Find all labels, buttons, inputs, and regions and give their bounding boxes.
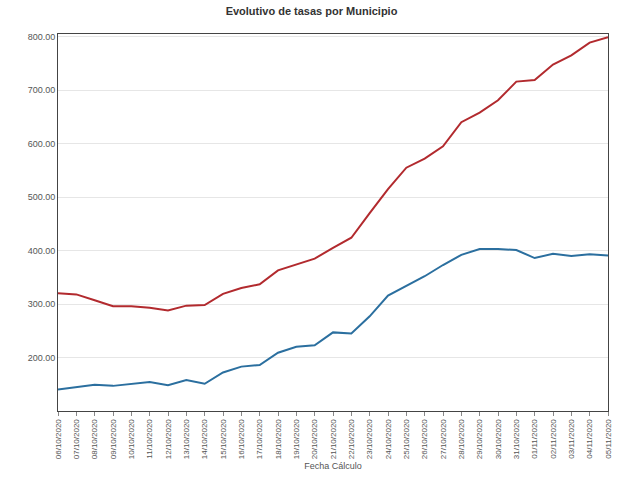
- svg-text:27/10/2020: 27/10/2020: [439, 419, 448, 460]
- svg-text:700.00: 700.00: [28, 85, 56, 95]
- svg-text:17/10/2020: 17/10/2020: [255, 419, 264, 460]
- svg-text:02/11/2020: 02/11/2020: [549, 419, 558, 459]
- svg-text:28/10/2020: 28/10/2020: [457, 419, 466, 460]
- svg-text:800.00: 800.00: [28, 32, 56, 42]
- svg-text:06/10/2020: 06/10/2020: [54, 419, 63, 460]
- svg-text:12/10/2020: 12/10/2020: [164, 419, 173, 460]
- svg-text:600.00: 600.00: [28, 139, 56, 149]
- svg-text:03/11/2020: 03/11/2020: [567, 419, 576, 459]
- svg-text:200.00: 200.00: [28, 353, 56, 363]
- svg-text:19/10/2020: 19/10/2020: [292, 419, 301, 460]
- svg-text:21/10/2020: 21/10/2020: [329, 419, 338, 460]
- svg-text:25/10/2020: 25/10/2020: [402, 419, 411, 460]
- svg-text:16/10/2020: 16/10/2020: [237, 419, 246, 460]
- svg-text:05/11/2020: 05/11/2020: [604, 419, 613, 459]
- svg-text:500.00: 500.00: [28, 192, 56, 202]
- svg-text:24/10/2020: 24/10/2020: [384, 419, 393, 460]
- svg-text:29/10/2020: 29/10/2020: [475, 419, 484, 460]
- svg-text:300.00: 300.00: [28, 299, 56, 309]
- svg-text:23/10/2020: 23/10/2020: [365, 419, 374, 460]
- svg-text:22/10/2020: 22/10/2020: [347, 419, 356, 460]
- svg-text:14/10/2020: 14/10/2020: [200, 419, 209, 460]
- svg-text:08/10/2020: 08/10/2020: [90, 419, 99, 460]
- svg-text:Fecha Cálculo: Fecha Cálculo: [304, 461, 362, 471]
- svg-text:18/10/2020: 18/10/2020: [274, 419, 283, 460]
- svg-text:26/10/2020: 26/10/2020: [420, 419, 429, 460]
- svg-text:20/10/2020: 20/10/2020: [310, 419, 319, 460]
- svg-text:31/10/2020: 31/10/2020: [512, 419, 521, 460]
- svg-text:Evolutivo de tasas por Municip: Evolutivo de tasas por Municipio: [226, 5, 398, 17]
- svg-text:13/10/2020: 13/10/2020: [182, 419, 191, 460]
- svg-text:07/10/2020: 07/10/2020: [72, 419, 81, 460]
- svg-text:11/10/2020: 11/10/2020: [145, 419, 154, 459]
- svg-text:400.00: 400.00: [28, 246, 56, 256]
- svg-text:01/11/2020: 01/11/2020: [530, 419, 539, 459]
- svg-text:30/10/2020: 30/10/2020: [494, 419, 503, 460]
- svg-text:09/10/2020: 09/10/2020: [109, 419, 118, 460]
- svg-text:10/10/2020: 10/10/2020: [127, 419, 136, 460]
- svg-text:04/11/2020: 04/11/2020: [585, 419, 594, 459]
- svg-text:15/10/2020: 15/10/2020: [219, 419, 228, 460]
